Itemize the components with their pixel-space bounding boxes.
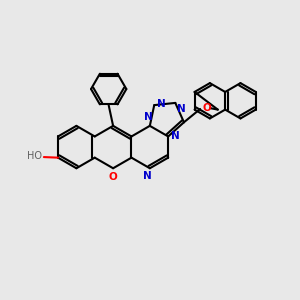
Text: N: N bbox=[144, 112, 153, 122]
Text: N: N bbox=[143, 171, 152, 181]
Text: HO: HO bbox=[27, 151, 42, 161]
Text: N: N bbox=[177, 104, 185, 114]
Text: O: O bbox=[109, 172, 118, 182]
Text: N: N bbox=[157, 99, 166, 109]
Text: O: O bbox=[202, 103, 211, 113]
Text: N: N bbox=[170, 131, 179, 142]
